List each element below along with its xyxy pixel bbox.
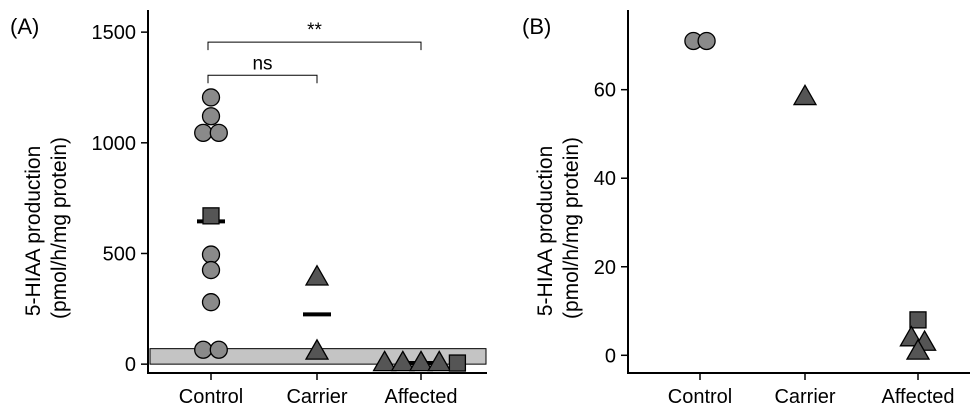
panel-b-ytick-label-40: 40	[594, 168, 616, 190]
panel-a-ytick-label-1000: 1000	[92, 133, 137, 155]
panel-b-ylabel-line1: 5-HIAA production	[534, 146, 557, 316]
panel-a-label: (A)	[10, 14, 39, 39]
panel-b-ytick-label-20: 20	[594, 257, 616, 279]
panel-b-xtick-label-carrier: Carrier	[774, 386, 835, 408]
panel-a-point-affected-15	[427, 350, 452, 372]
panel-b-label: (B)	[522, 14, 551, 39]
panel-a-point-affected-14	[408, 350, 434, 372]
panel-a-point-control-6	[201, 260, 221, 280]
panel-a-ylabel: 5-HIAA production (pmol/h/mg protein)	[22, 137, 71, 319]
panel-a-point-affected-16	[448, 354, 467, 372]
panel-a-point-control-8	[194, 340, 213, 359]
panel-b-xtick-label-affected: Affected	[881, 386, 954, 408]
panel-a-point-control-5	[201, 245, 221, 264]
panel-a-point-carrier-11	[304, 338, 330, 360]
panel-a-point-control-4	[202, 207, 220, 225]
panel-a-sig-label-control-carrier: ns	[252, 53, 272, 74]
panel-a-point-control-7	[201, 293, 221, 312]
panel-b-ytick-label-60: 60	[594, 80, 616, 102]
panel-a-xtick-label-carrier: Carrier	[286, 386, 347, 408]
panel-a-sig-label-control-affected: **	[307, 20, 322, 41]
panel-a-ytick-label-500: 500	[103, 243, 136, 265]
panel-a-point-affected-12	[372, 350, 397, 372]
panel-a-bracket-control-carrier	[207, 74, 318, 84]
panel-a-ylabel-line1: 5-HIAA production	[22, 146, 45, 316]
panel-a-ylabel-line2: (pmol/h/mg protein)	[48, 137, 71, 319]
panel-a-point-control-0	[201, 88, 221, 107]
panel-b-point-control-1	[697, 31, 716, 51]
panel-b-point-affected-6	[905, 338, 931, 360]
panel-a-bracket-control-affected	[207, 41, 422, 51]
panel-a-point-control-3	[209, 123, 228, 142]
panel-a-point-carrier-10	[304, 264, 330, 286]
panel-a-point-affected-13	[390, 350, 415, 372]
panel-b: (B) 5-HIAA production (pmol/h/mg protein…	[522, 10, 970, 408]
panel-b-ylabel: 5-HIAA production (pmol/h/mg protein)	[534, 137, 583, 319]
panel-b-ytick-label-0: 0	[605, 345, 616, 367]
panel-a-xtick-label-affected: Affected	[384, 386, 457, 408]
panel-b-point-affected-3	[909, 311, 927, 329]
panel-a-point-control-1	[201, 107, 221, 126]
panel-a-ytick-label-1500: 1500	[92, 22, 137, 44]
panel-a: (A) 5-HIAA production (pmol/h/mg protein…	[10, 10, 487, 408]
panel-a-xtick-label-control: Control	[179, 386, 243, 408]
panel-b-ylabel-line2: (pmol/h/mg protein)	[560, 137, 583, 319]
panel-b-xtick-label-control: Control	[668, 386, 732, 408]
panel-b-point-carrier-2	[792, 84, 818, 106]
panel-a-point-control-9	[209, 340, 228, 359]
panel-a-point-control-2	[194, 123, 213, 142]
panel-a-ytick-label-0: 0	[125, 354, 136, 376]
